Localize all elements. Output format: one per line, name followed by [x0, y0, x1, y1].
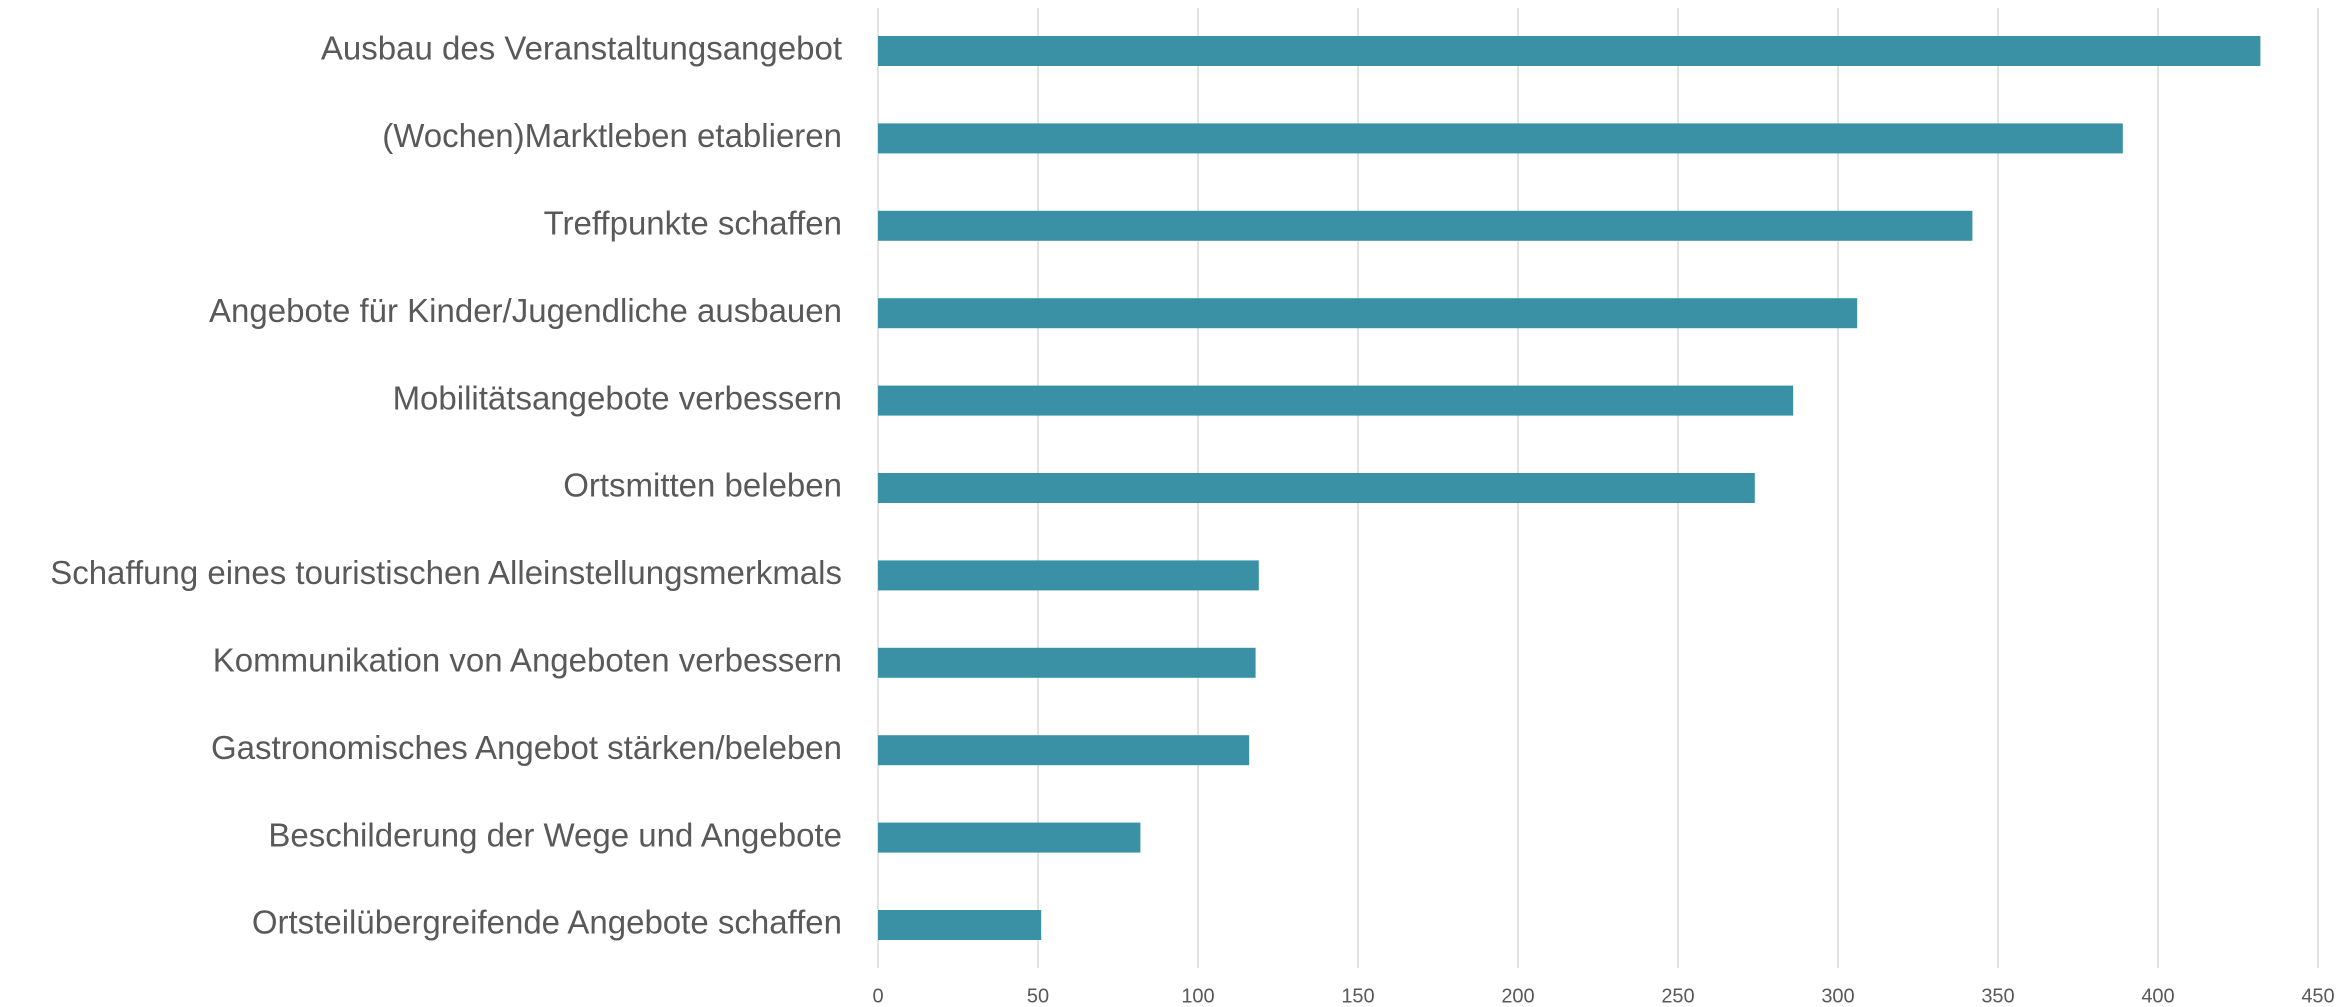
y-tick-label: Beschilderung der Wege und Angebote	[268, 816, 842, 853]
x-tick-label: 150	[1341, 985, 1374, 1007]
y-tick-label: Ausbau des Veranstaltungsangebot	[321, 30, 842, 67]
y-tick-label: Angebote für Kinder/Jugendliche ausbauen	[209, 292, 842, 329]
bar	[878, 647, 1256, 678]
y-tick-label: Treffpunkte schaffen	[544, 205, 842, 242]
bar	[878, 735, 1250, 766]
x-tick-label: 250	[1661, 985, 1694, 1007]
x-tick-label: 450	[2301, 985, 2334, 1007]
bar	[878, 910, 1042, 940]
y-tick-label: Gastronomisches Angebot stärken/beleben	[211, 729, 842, 766]
bar	[878, 385, 1794, 416]
x-tick-label: 300	[1821, 985, 1854, 1007]
bar	[878, 123, 2123, 154]
x-tick-label: 100	[1181, 985, 1214, 1007]
y-tick-label: Schaffung eines touristischen Alleinstel…	[50, 554, 842, 591]
x-tick-label: 200	[1501, 985, 1534, 1007]
x-tick-label: 50	[1027, 985, 1049, 1007]
y-tick-label: Ortsmitten beleben	[563, 467, 842, 504]
x-tick-label: 350	[1981, 985, 2014, 1007]
y-tick-label: Mobilitätsangebote verbessern	[393, 379, 842, 416]
bar	[878, 36, 2261, 66]
y-tick-label: Ortsteilübergreifende Angebote schaffen	[252, 904, 842, 941]
x-tick-label: 400	[2141, 985, 2174, 1007]
bar	[878, 822, 1141, 853]
bar	[878, 473, 1755, 503]
bar	[878, 560, 1259, 591]
x-tick-label: 0	[872, 985, 883, 1007]
y-tick-label: (Wochen)Marktleben etablieren	[382, 117, 842, 154]
bar	[878, 210, 1973, 241]
bar	[878, 298, 1858, 329]
y-tick-label: Kommunikation von Angeboten verbessern	[213, 642, 842, 679]
